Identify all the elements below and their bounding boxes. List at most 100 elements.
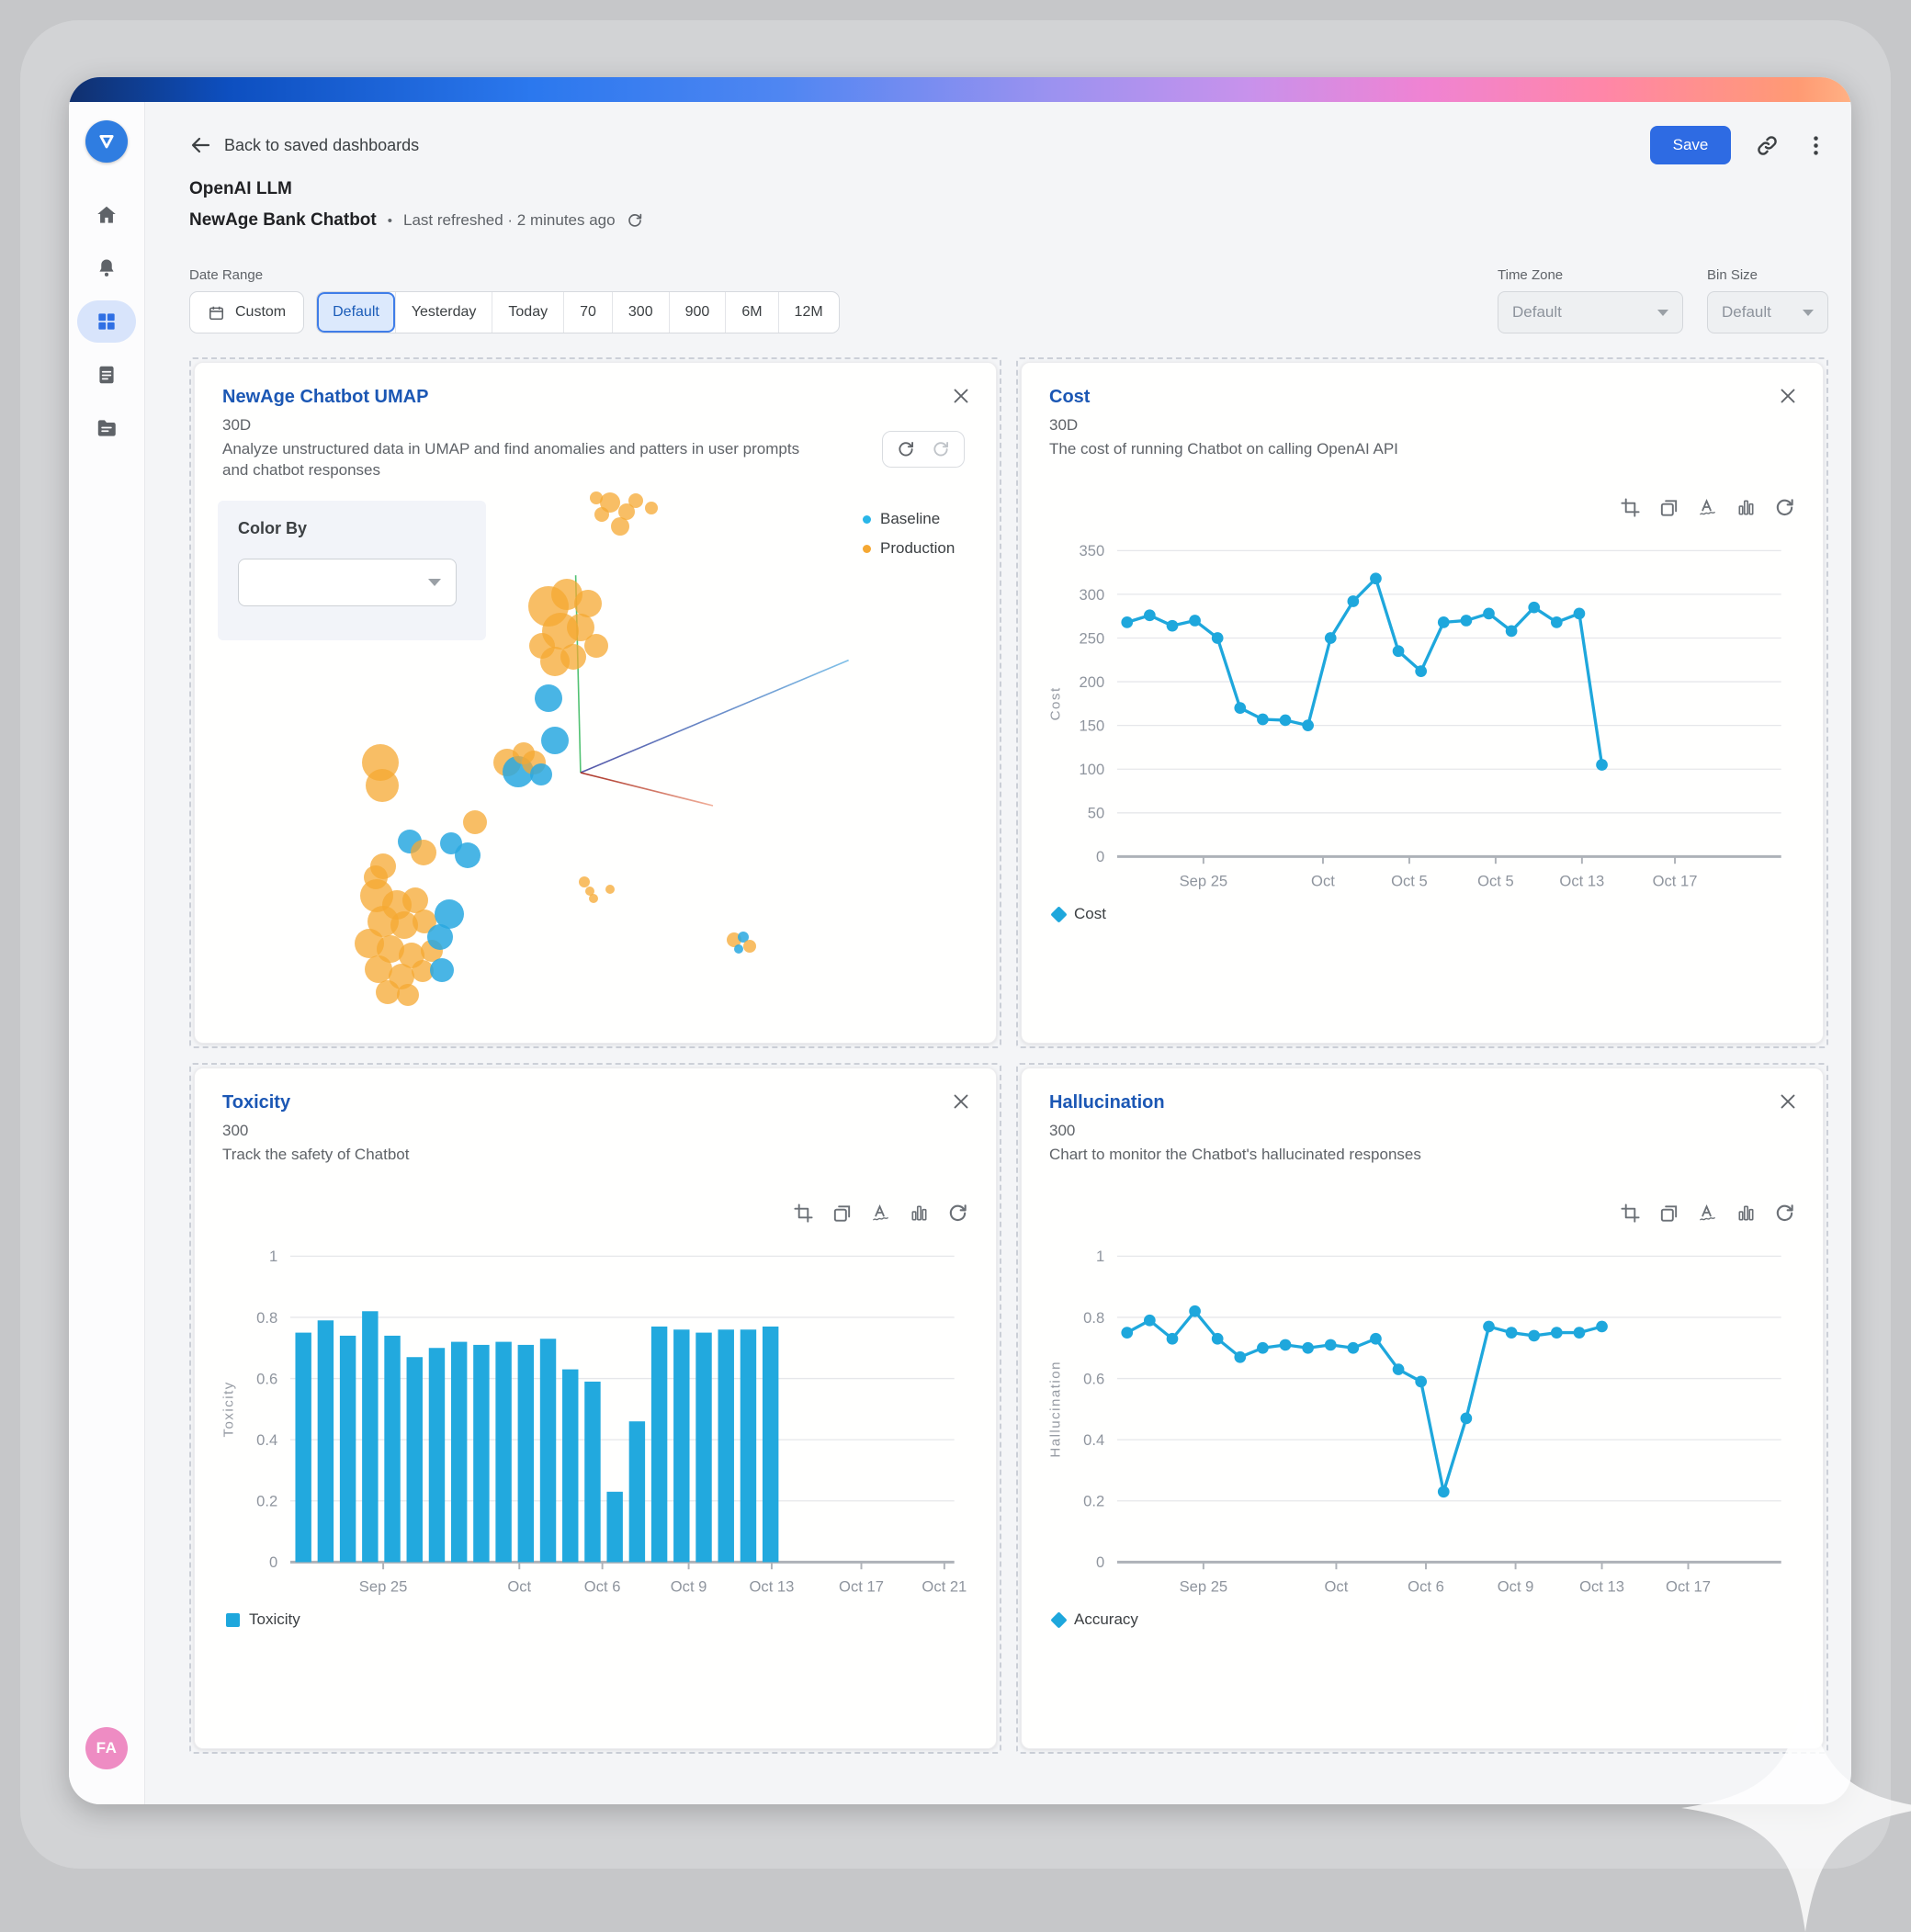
bar bbox=[295, 1332, 311, 1563]
hallucination-card-title[interactable]: Hallucination bbox=[1049, 1092, 1165, 1113]
share-link-icon[interactable] bbox=[1755, 133, 1780, 158]
app-logo[interactable] bbox=[85, 120, 128, 163]
bar bbox=[428, 1348, 446, 1563]
cost-card-window: 30D bbox=[1049, 416, 1079, 434]
box-zoom-icon[interactable] bbox=[1620, 497, 1641, 518]
bar bbox=[673, 1329, 690, 1563]
scatter-point-baseline bbox=[529, 763, 552, 785]
bin-size-select[interactable]: Default bbox=[1707, 291, 1828, 333]
range-chip-900[interactable]: 900 bbox=[668, 292, 726, 333]
scatter-point-production bbox=[396, 983, 419, 1006]
scatter-point-production bbox=[594, 507, 609, 523]
toxicity-legend[interactable]: Toxicity bbox=[226, 1610, 300, 1629]
box-select-icon[interactable] bbox=[1658, 1203, 1679, 1224]
time-zone-label: Time Zone bbox=[1498, 267, 1564, 283]
back-button[interactable]: Back to saved dashboards bbox=[189, 134, 419, 156]
data-point bbox=[1302, 719, 1314, 731]
range-chip-yesterday[interactable]: Yesterday bbox=[394, 292, 492, 333]
bar-chart-icon[interactable] bbox=[1736, 497, 1757, 518]
bar bbox=[695, 1332, 712, 1563]
refresh-icon[interactable] bbox=[1774, 497, 1795, 518]
date-range-label: Date Range bbox=[189, 267, 264, 283]
data-point bbox=[1550, 616, 1563, 628]
close-icon[interactable] bbox=[950, 1090, 972, 1113]
bar-chart-icon[interactable] bbox=[1736, 1203, 1757, 1224]
svg-text:Sep 25: Sep 25 bbox=[1180, 873, 1228, 890]
annotation-icon[interactable] bbox=[1697, 1203, 1718, 1224]
range-chip-12m[interactable]: 12M bbox=[777, 292, 839, 333]
data-point bbox=[1279, 1339, 1292, 1351]
umap-card-title[interactable]: NewAge Chatbot UMAP bbox=[222, 387, 429, 407]
sidebar-item-projects[interactable] bbox=[83, 407, 130, 449]
color-by-select[interactable] bbox=[238, 559, 457, 606]
svg-text:Hallucination: Hallucination bbox=[1047, 1361, 1063, 1458]
bar bbox=[584, 1381, 601, 1563]
box-select-icon[interactable] bbox=[1658, 497, 1679, 518]
bell-icon bbox=[95, 256, 119, 280]
annotation-icon[interactable] bbox=[1697, 497, 1718, 518]
data-point bbox=[1234, 1350, 1247, 1363]
umap-axis-line bbox=[581, 661, 849, 773]
kebab-menu-icon[interactable] bbox=[1804, 133, 1828, 158]
sidebar-item-home[interactable] bbox=[83, 194, 130, 236]
close-icon[interactable] bbox=[1777, 1090, 1799, 1113]
refresh-icon[interactable] bbox=[897, 440, 915, 458]
svg-text:Oct 13: Oct 13 bbox=[1559, 873, 1604, 890]
time-zone-select[interactable]: Default bbox=[1498, 291, 1683, 333]
data-point bbox=[1144, 609, 1156, 622]
range-chip-default[interactable]: Default bbox=[317, 292, 395, 333]
bar-chart-icon[interactable] bbox=[909, 1203, 930, 1224]
data-point bbox=[1189, 1305, 1201, 1317]
box-select-icon[interactable] bbox=[831, 1203, 853, 1224]
svg-text:Oct 9: Oct 9 bbox=[671, 1578, 707, 1596]
grid-cell-toxicity: Toxicity 300 Track the safety of Chatbot… bbox=[189, 1063, 1001, 1754]
chart-toolbar bbox=[1620, 497, 1795, 518]
close-icon[interactable] bbox=[950, 385, 972, 407]
bin-size-group: Bin Size Default bbox=[1707, 267, 1828, 333]
svg-text:0: 0 bbox=[1096, 1554, 1104, 1571]
scatter-point-production bbox=[584, 887, 594, 896]
hallucination-legend[interactable]: Accuracy bbox=[1050, 1610, 1138, 1629]
bar bbox=[628, 1421, 646, 1563]
svg-text:1: 1 bbox=[269, 1248, 277, 1265]
custom-range-button[interactable]: Custom bbox=[189, 291, 305, 333]
close-icon[interactable] bbox=[1777, 385, 1799, 407]
grid-cell-umap: NewAge Chatbot UMAP 30D Analyze unstruct… bbox=[189, 357, 1001, 1048]
data-point bbox=[1415, 665, 1428, 677]
range-chip-6m[interactable]: 6M bbox=[725, 292, 777, 333]
svg-text:50: 50 bbox=[1088, 805, 1104, 822]
umap-legend-item-production[interactable]: Production bbox=[863, 539, 955, 558]
umap-legend-item-baseline[interactable]: Baseline bbox=[863, 510, 955, 528]
sidebar-item-reports[interactable] bbox=[83, 354, 130, 396]
sidebar-item-notifications[interactable] bbox=[83, 247, 130, 289]
product-title: OpenAI LLM bbox=[189, 179, 292, 198]
bar bbox=[406, 1357, 423, 1563]
refresh-icon[interactable] bbox=[947, 1203, 968, 1224]
user-avatar[interactable]: FA bbox=[85, 1727, 128, 1769]
box-zoom-icon[interactable] bbox=[793, 1203, 814, 1224]
svg-text:Oct 13: Oct 13 bbox=[1579, 1578, 1624, 1596]
refresh-icon[interactable] bbox=[627, 212, 643, 229]
scatter-point-baseline bbox=[429, 957, 454, 982]
legend-label: Accuracy bbox=[1074, 1610, 1138, 1628]
cost-legend[interactable]: Cost bbox=[1050, 905, 1106, 923]
range-chip-70[interactable]: 70 bbox=[563, 292, 612, 333]
dashboard-name: NewAge Bank Chatbot bbox=[189, 210, 377, 230]
box-zoom-icon[interactable] bbox=[1620, 1203, 1641, 1224]
range-chip-today[interactable]: Today bbox=[492, 292, 563, 333]
svg-text:250: 250 bbox=[1080, 629, 1105, 647]
data-point bbox=[1121, 616, 1134, 628]
toxicity-card-title[interactable]: Toxicity bbox=[222, 1092, 291, 1113]
save-button[interactable]: Save bbox=[1650, 126, 1731, 164]
svg-text:Oct: Oct bbox=[1325, 1578, 1349, 1596]
bar bbox=[317, 1320, 334, 1563]
sidebar-item-dashboards[interactable] bbox=[77, 300, 136, 343]
refresh-icon[interactable] bbox=[1774, 1203, 1795, 1224]
range-chip-300[interactable]: 300 bbox=[611, 292, 669, 333]
refresh-secondary-icon[interactable] bbox=[932, 440, 950, 458]
cost-card-title[interactable]: Cost bbox=[1049, 387, 1091, 407]
annotation-icon[interactable] bbox=[870, 1203, 891, 1224]
document-icon bbox=[95, 363, 119, 387]
data-point bbox=[1460, 1412, 1473, 1425]
data-point bbox=[1279, 714, 1292, 727]
